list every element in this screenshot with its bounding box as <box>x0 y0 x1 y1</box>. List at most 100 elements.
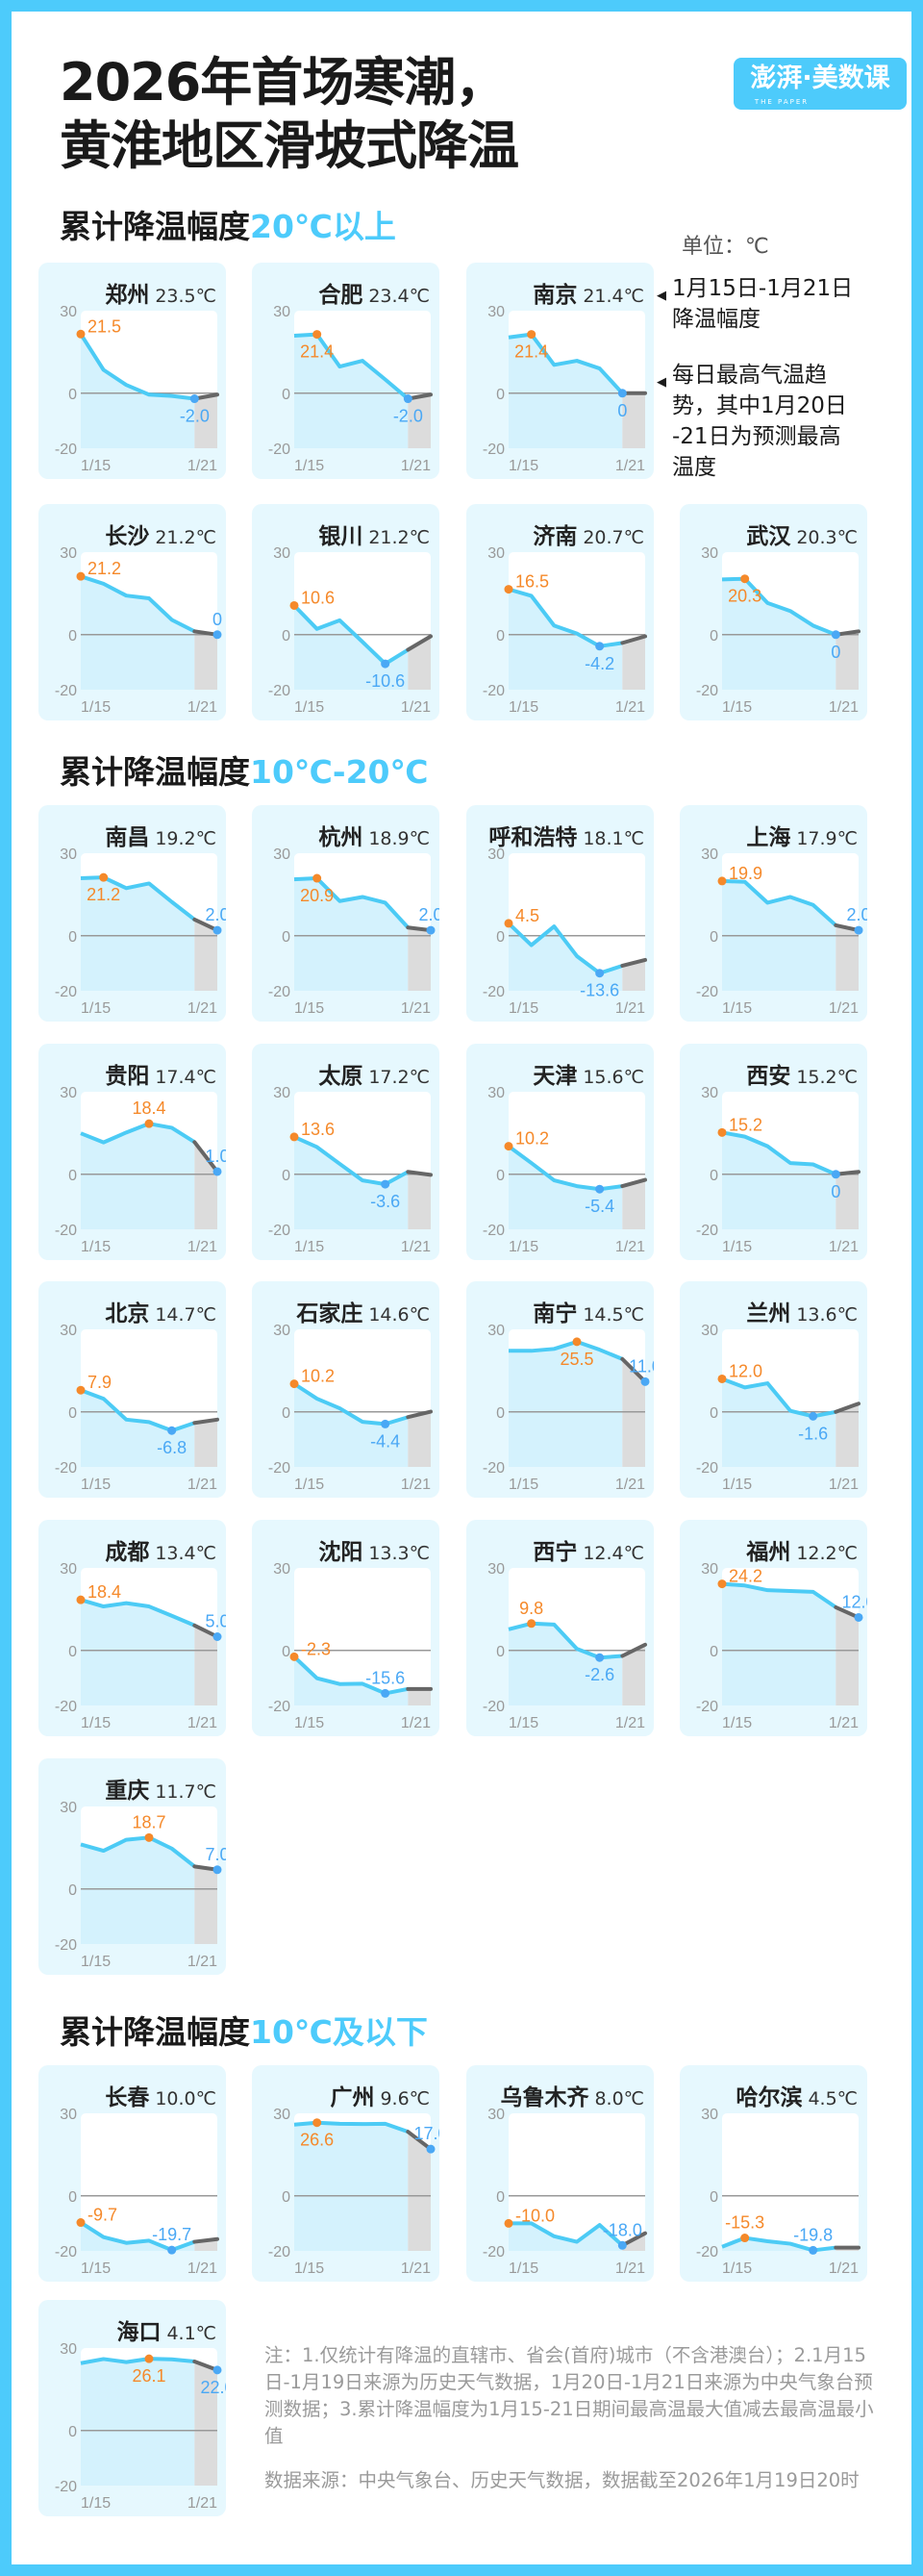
y-tick-label: 0 <box>282 387 290 403</box>
city-name: 乌鲁木齐 <box>500 2085 589 2110</box>
x-tick-label: 1/15 <box>509 1477 538 1493</box>
forecast-area <box>622 1358 645 1467</box>
x-tick-label: 1/15 <box>81 699 111 716</box>
cumulative-drop: 14.5℃ <box>583 1304 644 1326</box>
city-name: 福州 <box>746 1540 791 1565</box>
min-label: -19.7 <box>152 2225 191 2244</box>
triangle-left-icon: ◀ <box>657 289 666 303</box>
max-point <box>717 1127 727 1137</box>
min-label: -4.2 <box>585 654 614 673</box>
forecast-line <box>406 1409 433 1420</box>
y-tick-label: 30 <box>487 1561 505 1578</box>
city-title: 银川 21.2℃ <box>318 518 430 550</box>
city-name: 西安 <box>746 1064 791 1089</box>
max-point <box>527 330 536 340</box>
city-title: 郑州 23.5℃ <box>105 276 216 309</box>
min-point <box>426 925 436 935</box>
min-point <box>809 2245 818 2255</box>
max-point <box>312 330 322 340</box>
min-point <box>595 1653 605 1662</box>
city-card: 郑州 23.5℃ 30 0 -20 1/15 1/21 21.5 -2.0 <box>38 263 226 479</box>
x-tick-label: 1/21 <box>187 1477 217 1493</box>
forecast-line <box>192 1417 219 1426</box>
max-point <box>76 1595 86 1604</box>
city-name: 南京 <box>533 283 578 308</box>
max-label: 10.2 <box>515 1129 549 1149</box>
max-point <box>76 329 86 339</box>
max-point <box>572 1337 582 1347</box>
area-fill <box>294 334 409 448</box>
forecast-line <box>406 2130 433 2152</box>
city-title: 长沙 21.2℃ <box>105 518 216 550</box>
min-label: 0 <box>212 610 222 629</box>
forecast-area <box>836 1606 859 1705</box>
city-card: 上海 17.9℃ 30 0 -20 1/15 1/21 19.9 2.0 <box>680 805 867 1022</box>
line-chart: 30 0 -201/15 1/21 13.6 -3.6 <box>268 1085 433 1255</box>
min-point <box>617 2240 627 2250</box>
y-tick-label: 30 <box>273 1323 290 1339</box>
city-name: 郑州 <box>105 283 150 308</box>
series-line <box>721 1130 837 1176</box>
max-point <box>76 571 86 581</box>
y-tick-label: 0 <box>496 387 505 403</box>
min-point <box>381 1179 390 1189</box>
max-label: 19.9 <box>729 864 762 883</box>
x-tick-label: 1/21 <box>829 699 859 716</box>
y-tick-label: 0 <box>710 929 718 946</box>
city-title: 沈阳 13.3℃ <box>318 1533 430 1566</box>
x-tick-label: 1/15 <box>722 2260 752 2277</box>
city-card: 长春 10.0℃ 30 0 -20 1/15 1/21 -9.7 -19.7 <box>38 2065 226 2282</box>
city-name: 哈尔滨 <box>736 2085 803 2110</box>
area-fill <box>81 576 195 690</box>
y-tick-label: 0 <box>710 1644 718 1660</box>
min-point <box>809 1411 818 1421</box>
min-point <box>640 1376 650 1386</box>
city-name: 上海 <box>746 825 791 850</box>
y-tick-label: 0 <box>710 1405 718 1422</box>
max-label: -2.3 <box>301 1639 331 1658</box>
y-tick-label: 30 <box>60 1561 77 1578</box>
x-tick-label: 1/21 <box>401 1239 431 1255</box>
data-source: 数据来源：中央气象台、历史天气数据，数据截至2026年1月19日20时 <box>264 2469 860 2491</box>
y-tick-label: 0 <box>496 1168 505 1184</box>
area-fill <box>509 589 623 690</box>
y-tick-label: 30 <box>60 304 77 320</box>
forecast-area <box>836 924 859 991</box>
section-highlight: 10℃及以下 <box>250 2013 428 2051</box>
max-point <box>289 1379 299 1389</box>
line-chart: 30 0 -201/15 1/21 18.4 5.0 <box>55 1561 226 1731</box>
y-tick-label: 0 <box>282 1168 290 1184</box>
section-heading-10-20: 累计降温幅度10℃-20℃ <box>60 751 428 794</box>
y-tick-label: 30 <box>273 1085 290 1101</box>
min-label: -18.0 <box>603 2220 642 2239</box>
x-tick-label: 1/21 <box>401 2260 431 2277</box>
min-label: 17.0 <box>413 2124 439 2143</box>
y-tick-label: 0 <box>68 1405 77 1422</box>
x-tick-label: 1/21 <box>187 458 217 474</box>
city-card: 太原 17.2℃ 30 0 -20 1/15 1/21 13.6 -3.6 <box>252 1044 439 1260</box>
forecast-area <box>622 1179 645 1229</box>
y-tick-label: -20 <box>696 984 718 1000</box>
y-tick-label: 0 <box>282 1644 290 1660</box>
city-name: 重庆 <box>105 1779 150 1804</box>
x-tick-label: 1/21 <box>615 699 645 716</box>
y-tick-label: 0 <box>710 2189 718 2206</box>
y-tick-label: 0 <box>496 628 505 644</box>
y-tick-label: 30 <box>487 545 505 562</box>
forecast-area <box>408 1688 431 1705</box>
min-label: -15.6 <box>365 1668 405 1687</box>
city-card: 武汉 20.3℃ 30 0 -20 1/15 1/21 20.3 0 <box>680 504 867 720</box>
city-card: 银川 21.2℃ 30 0 -20 1/15 1/21 10.6 -10.6 <box>252 504 439 720</box>
line-chart: 30 0 -201/15 1/21 20.3 0 <box>696 545 861 716</box>
min-label: 0 <box>831 643 840 662</box>
min-label: -6.8 <box>157 1438 187 1457</box>
max-label: 13.6 <box>301 1120 335 1139</box>
plot-background <box>294 1568 431 1705</box>
cumulative-drop: 12.2℃ <box>796 1543 858 1564</box>
x-tick-label: 1/21 <box>401 699 431 716</box>
city-title: 南京 21.4℃ <box>533 276 644 309</box>
city-name: 南宁 <box>533 1301 578 1326</box>
y-tick-label: 0 <box>68 2189 77 2206</box>
line-chart: 30 0 -201/15 1/21 10.2 -5.4 <box>483 1085 647 1255</box>
y-tick-label: 30 <box>60 2341 77 2358</box>
